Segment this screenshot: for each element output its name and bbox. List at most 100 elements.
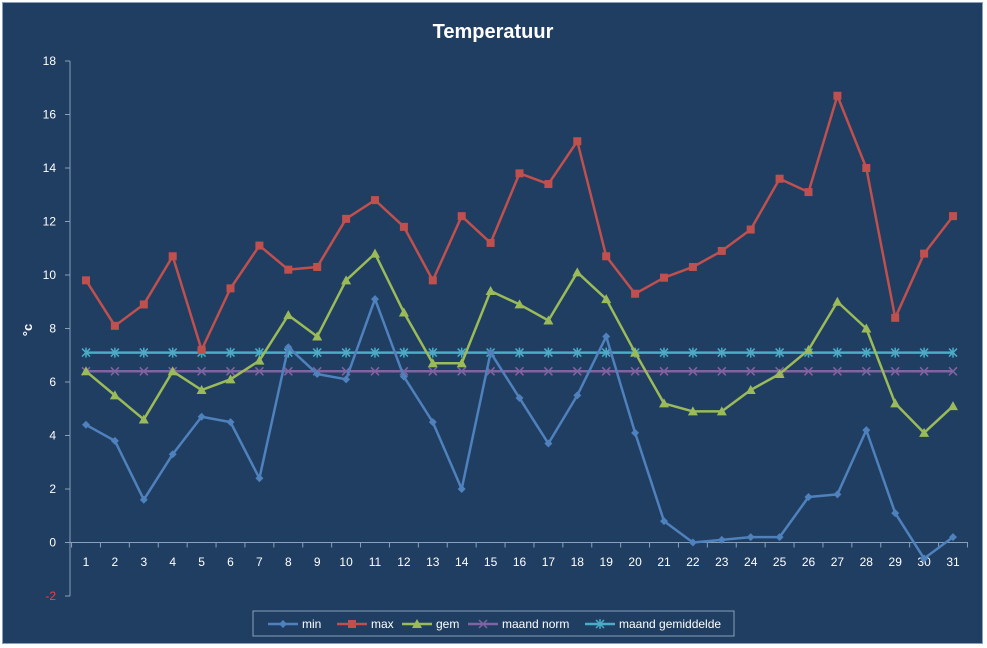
data-point-gem	[254, 355, 265, 365]
data-point-maand-norm	[746, 366, 756, 376]
data-point-gem	[630, 347, 641, 357]
x-tick-label: 27	[831, 555, 845, 569]
data-point-gem	[312, 331, 323, 341]
data-point-max	[688, 262, 697, 271]
x-tick-label: 29	[889, 555, 903, 569]
data-point-min	[920, 554, 929, 563]
legend-swatch-marker	[279, 620, 287, 628]
data-point-maand-gemiddelde	[688, 347, 698, 358]
data-point-gem	[861, 323, 872, 333]
data-point-max	[342, 214, 351, 223]
data-point-min	[457, 485, 466, 493]
data-point-max	[804, 188, 813, 197]
data-point-min	[688, 538, 697, 547]
data-point-min	[775, 533, 784, 542]
data-point-maand-norm	[803, 366, 814, 376]
data-point-min	[399, 372, 408, 381]
data-point-maand-gemiddelde	[225, 347, 236, 358]
data-point-min	[573, 391, 582, 400]
x-tick-label: 16	[513, 555, 527, 569]
data-point-gem	[948, 401, 958, 411]
x-tick-label: 21	[657, 555, 671, 569]
data-point-min	[631, 428, 640, 437]
legend-item-maand-gemiddelde: maand gemiddelde	[585, 617, 721, 631]
data-point-maand-gemiddelde	[746, 347, 756, 358]
data-point-maand-gemiddelde	[139, 347, 149, 358]
data-point-maand-norm	[428, 366, 438, 376]
data-point-maand-norm	[890, 366, 900, 376]
data-point-gem	[398, 307, 409, 317]
legend: min max gem maand norm maand gemiddelde	[252, 610, 735, 637]
data-point-gem	[832, 296, 843, 306]
data-point-gem	[919, 427, 930, 437]
data-point-max	[660, 273, 668, 282]
data-point-maand-gemiddelde	[341, 347, 351, 358]
legend-label: maand gemiddelde	[619, 617, 721, 631]
data-point-maand-norm	[283, 366, 293, 376]
x-tick-label: 8	[285, 555, 292, 569]
data-point-maand-norm	[861, 366, 871, 376]
x-tick-label: 15	[484, 555, 498, 569]
y-tick-label: 10	[43, 268, 57, 282]
data-point-maand-gemiddelde	[543, 347, 553, 358]
data-point-max	[920, 249, 929, 258]
data-point-gem	[109, 390, 120, 400]
data-point-gem	[485, 286, 496, 296]
legend-label: min	[302, 617, 321, 631]
data-point-maand-gemiddelde	[572, 347, 582, 358]
data-point-maand-gemiddelde	[399, 347, 409, 358]
data-point-max	[428, 276, 437, 285]
y-tick-label: 16	[43, 108, 57, 122]
data-point-max	[110, 321, 119, 330]
data-point-max	[399, 222, 408, 231]
x-tick-label: 24	[744, 555, 758, 569]
data-point-maand-gemiddelde	[717, 347, 727, 358]
y-axis-ticks: -2 0 2 4 6 8 10 12 14 16 18	[43, 54, 70, 603]
data-point-maand-gemiddelde	[659, 347, 669, 358]
data-point-maand-norm	[543, 366, 553, 376]
data-point-min	[602, 332, 611, 341]
data-point-max	[602, 252, 611, 261]
data-point-maand-norm	[717, 366, 727, 376]
data-point-min	[660, 517, 668, 526]
data-point-min	[342, 375, 351, 384]
x-tick-label: 22	[686, 555, 700, 569]
data-point-gem	[283, 310, 294, 320]
data-point-min	[804, 493, 813, 502]
data-point-gem	[543, 315, 554, 325]
legend-item-max: max	[337, 617, 394, 631]
legend-item-min: min	[268, 617, 321, 631]
y-tick-label: 18	[43, 54, 57, 68]
data-point-max	[775, 174, 784, 183]
data-point-gem	[716, 406, 727, 416]
data-point-gem	[167, 366, 178, 376]
data-point-min	[891, 509, 900, 518]
data-point-gem	[341, 275, 352, 285]
data-point-max	[284, 265, 293, 274]
x-tick-label: 19	[600, 555, 614, 569]
legend-label: max	[371, 617, 394, 631]
y-tick-label: 0	[49, 536, 56, 550]
data-point-maand-gemiddelde	[948, 347, 958, 358]
data-point-gem	[370, 248, 380, 258]
data-point-gem	[514, 299, 525, 309]
data-point-min	[949, 533, 957, 542]
data-point-gem	[890, 398, 901, 408]
x-tick-label: 11	[369, 555, 382, 569]
x-tick-label: 9	[314, 555, 321, 569]
data-point-maand-norm	[457, 366, 467, 376]
data-point-max	[255, 241, 264, 250]
x-tick-label: 14	[455, 555, 469, 569]
data-point-min	[428, 418, 437, 427]
y-tick-label: 12	[43, 215, 57, 229]
data-point-maand-gemiddelde	[370, 347, 380, 358]
y-tick-label: 14	[43, 161, 57, 175]
x-tick-label: 1	[83, 555, 90, 569]
legend-swatch-marker	[595, 619, 605, 629]
data-point-maand-gemiddelde	[81, 347, 91, 358]
x-tick-label: 23	[715, 555, 729, 569]
data-point-maand-norm	[110, 366, 120, 376]
x-tick-label: 4	[169, 555, 176, 569]
data-point-max	[949, 212, 957, 221]
data-point-min	[486, 348, 495, 357]
